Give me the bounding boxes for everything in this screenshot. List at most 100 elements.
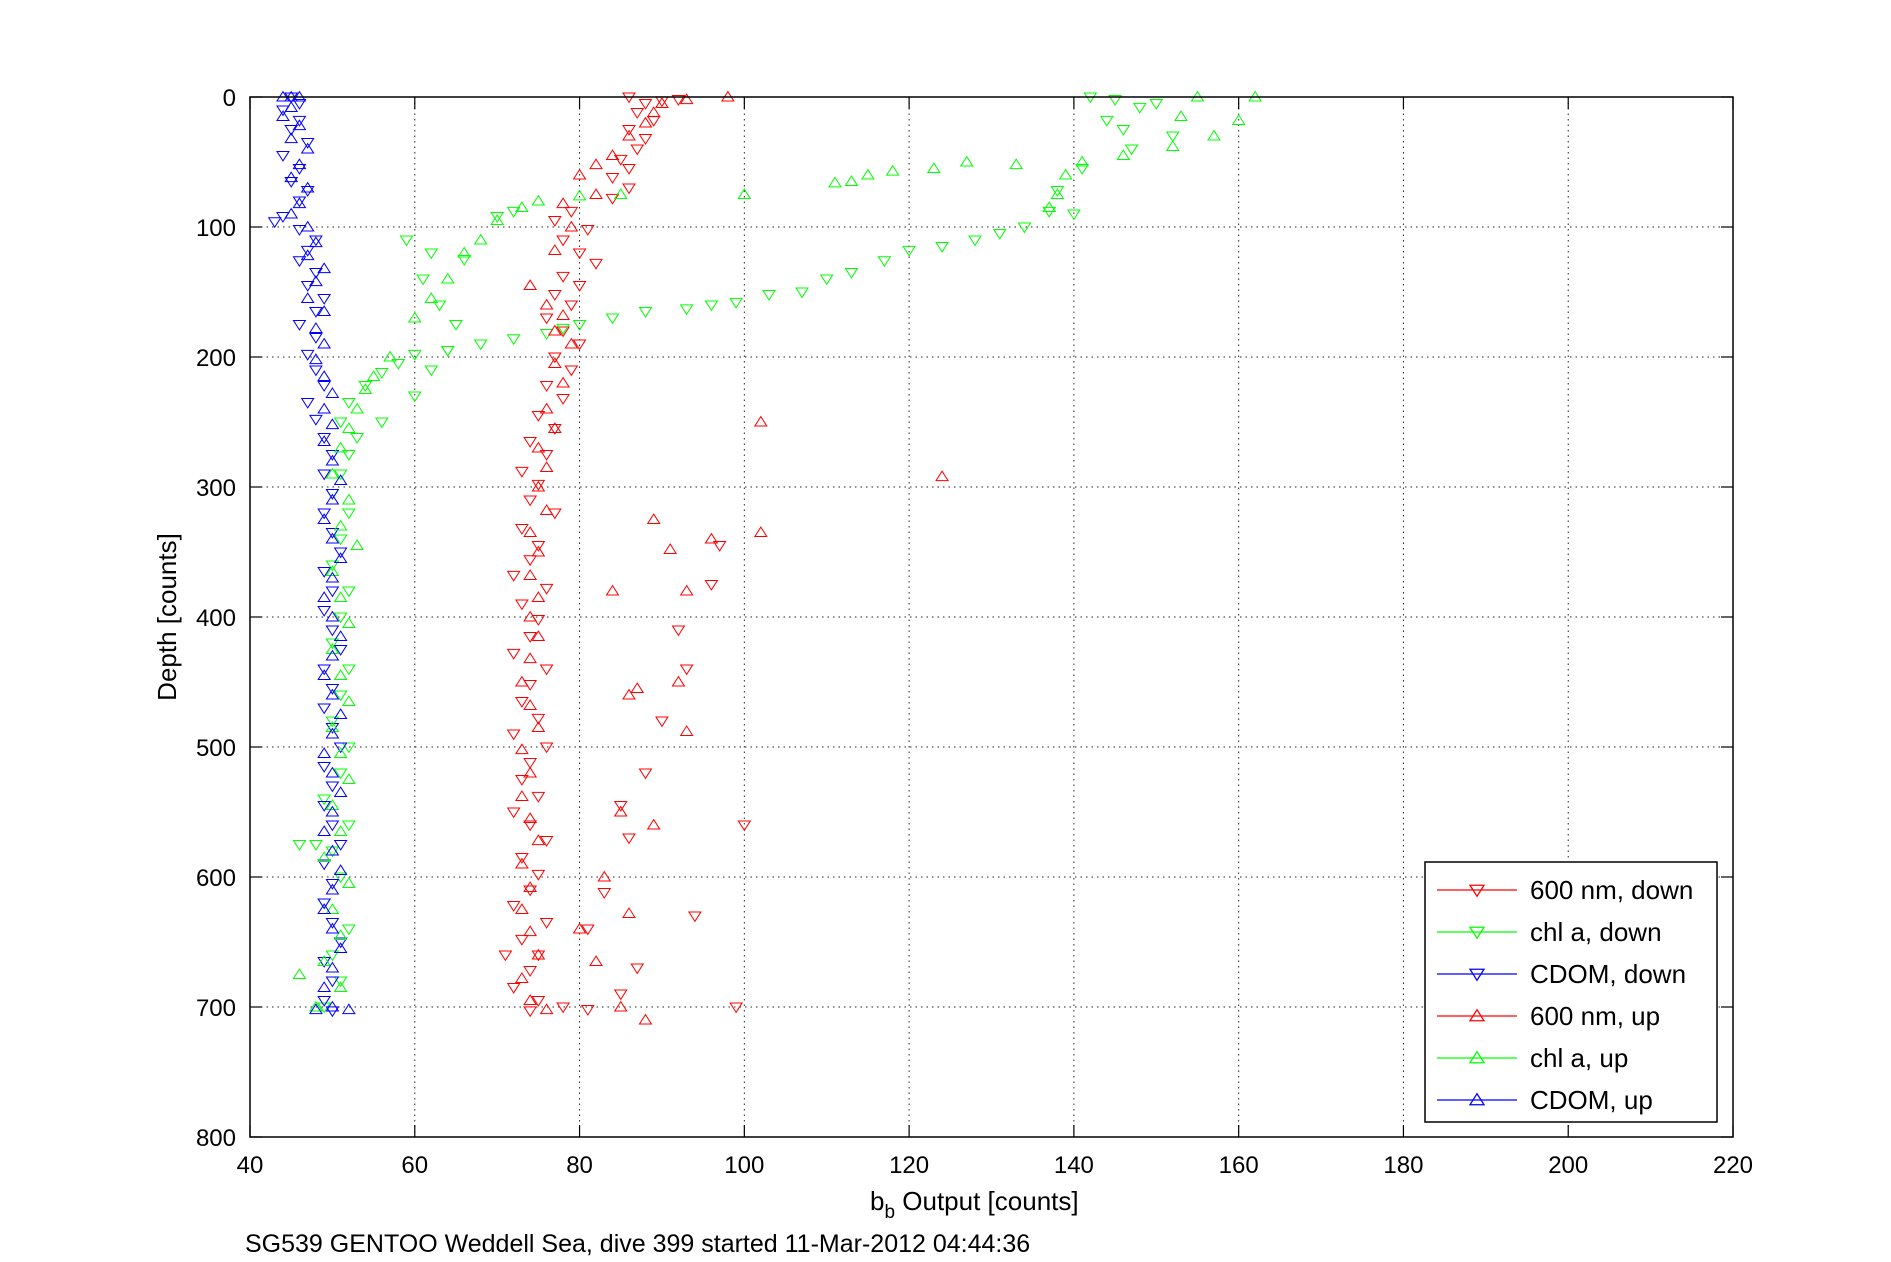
data-point (556, 323, 570, 335)
data-point (514, 903, 529, 915)
x-axis-label: bb Output [counts] (870, 1186, 1079, 1223)
data-points (267, 90, 1263, 1025)
data-point (292, 115, 307, 127)
data-point (457, 246, 472, 258)
data-point (613, 154, 628, 166)
data-point (646, 818, 661, 830)
data-point (333, 469, 348, 481)
data-point (325, 922, 340, 934)
data-point (523, 526, 538, 538)
data-point (523, 699, 538, 710)
data-point (531, 630, 546, 642)
data-point (1009, 158, 1024, 170)
data-point (440, 272, 455, 284)
data-point (622, 688, 636, 700)
data-point (506, 729, 521, 741)
data-point (341, 493, 356, 505)
data-point (729, 297, 744, 309)
data-point (333, 929, 348, 941)
data-point (366, 370, 381, 382)
data-point (935, 241, 949, 253)
data-point (325, 781, 340, 793)
data-point (844, 175, 859, 187)
data-point (333, 519, 348, 531)
data-point (325, 571, 340, 583)
data-point (572, 319, 587, 331)
data-point (547, 352, 562, 364)
y-axis-label: Depth [counts] (152, 533, 182, 701)
data-point (333, 690, 348, 702)
legend-label: chl a, up (1530, 1043, 1628, 1073)
y-tick-labels: 0 100 200 300 400 500 600 700 800 (196, 85, 236, 1152)
data-point (539, 381, 554, 392)
data-point (1207, 129, 1221, 141)
data-point (325, 488, 340, 500)
data-point (300, 349, 315, 361)
data-point (959, 155, 974, 167)
data-point (531, 479, 546, 491)
data-point (580, 1005, 595, 1016)
data-point (589, 258, 603, 270)
data-point (341, 508, 356, 520)
data-point (737, 188, 752, 200)
data-point (416, 274, 430, 286)
legend-marker (1468, 926, 1486, 940)
data-point (968, 235, 982, 247)
data-point (341, 586, 356, 598)
data-point (333, 441, 348, 453)
data-point (317, 859, 332, 871)
data-point (1099, 115, 1114, 127)
data-point (523, 279, 538, 291)
series-0 (498, 92, 752, 1018)
data-point (449, 319, 463, 331)
data-point (539, 664, 554, 676)
data-point (605, 584, 620, 596)
data-point (753, 526, 768, 538)
data-point (333, 981, 348, 993)
data-point (309, 839, 323, 851)
data-point (292, 163, 307, 175)
data-point (333, 534, 348, 546)
data-point (679, 725, 694, 736)
data-point (457, 254, 472, 266)
data-point (638, 98, 653, 110)
data-point (547, 244, 562, 255)
data-point (926, 162, 941, 174)
x-tick-label: 180 (1383, 1152, 1423, 1179)
data-point (547, 290, 562, 301)
data-point (580, 924, 595, 936)
data-point (514, 790, 529, 801)
data-point (514, 743, 529, 755)
data-point (284, 176, 299, 188)
data-point (539, 917, 554, 929)
data-point (309, 236, 323, 248)
x-tick-label: 40 (237, 1152, 264, 1179)
data-point (325, 878, 340, 890)
data-point (325, 418, 340, 430)
data-point (317, 995, 332, 1007)
data-point (374, 368, 389, 379)
data-point (424, 365, 439, 377)
data-point (325, 683, 340, 695)
data-point (325, 1000, 340, 1012)
legend-marker (1468, 1092, 1486, 1106)
data-point (325, 799, 340, 811)
data-point (292, 158, 307, 170)
data-point (622, 907, 636, 918)
data-point (341, 695, 356, 707)
data-point (630, 108, 645, 119)
data-point (589, 955, 603, 967)
data-point (317, 433, 332, 444)
data-point (531, 480, 546, 492)
data-point (819, 274, 834, 286)
data-point (300, 186, 315, 197)
data-point (300, 181, 315, 193)
data-point (531, 441, 546, 453)
data-point (1066, 209, 1081, 221)
data-point (514, 201, 529, 213)
data-point (506, 901, 521, 912)
data-point (333, 669, 348, 681)
data-point (300, 245, 315, 257)
data-point (531, 834, 546, 846)
